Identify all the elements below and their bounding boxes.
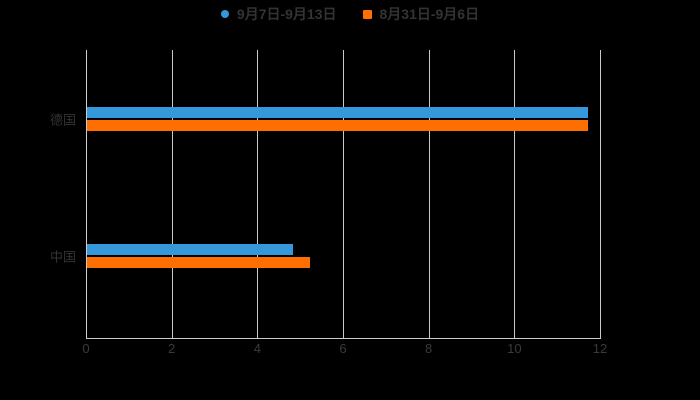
legend-marker-square-icon [362, 9, 372, 19]
gridline [514, 50, 516, 338]
x-tick-label: 2 [168, 341, 176, 356]
plot-area [86, 50, 601, 339]
bar-中国-8月31日-9月6日[interactable] [87, 257, 310, 268]
x-tick-label: 6 [339, 341, 347, 356]
bar-德国-8月31日-9月6日[interactable] [87, 120, 589, 131]
gridline [343, 50, 344, 338]
gridline [257, 50, 259, 338]
legend-item-label: 9月7日-9月13日 [236, 6, 337, 22]
legend-item[interactable]: 9月7日-9月13日 [220, 4, 337, 24]
gridline [600, 50, 601, 338]
bar-德国-9月7日-9月13日[interactable] [87, 107, 589, 118]
x-tick-label: 8 [425, 341, 433, 356]
legend-item[interactable]: 8月31日-9月6日 [362, 4, 480, 24]
bar-中国-9月7日-9月13日[interactable] [87, 244, 293, 255]
gridline [428, 50, 430, 338]
legend-item-label: 8月31日-9月6日 [379, 6, 480, 22]
x-tick-label: 0 [82, 341, 90, 356]
legend-marker-circle-icon [220, 10, 229, 18]
x-tick-label: 4 [253, 341, 261, 356]
x-tick-label: 12 [592, 341, 608, 356]
category-label: 中国 [49, 249, 76, 264]
category-label: 德国 [49, 112, 76, 127]
x-tick-label: 10 [507, 341, 522, 356]
gridline [171, 50, 173, 338]
legend: 9月7日-9月13日 8月31日-9月6日 [0, 4, 700, 24]
